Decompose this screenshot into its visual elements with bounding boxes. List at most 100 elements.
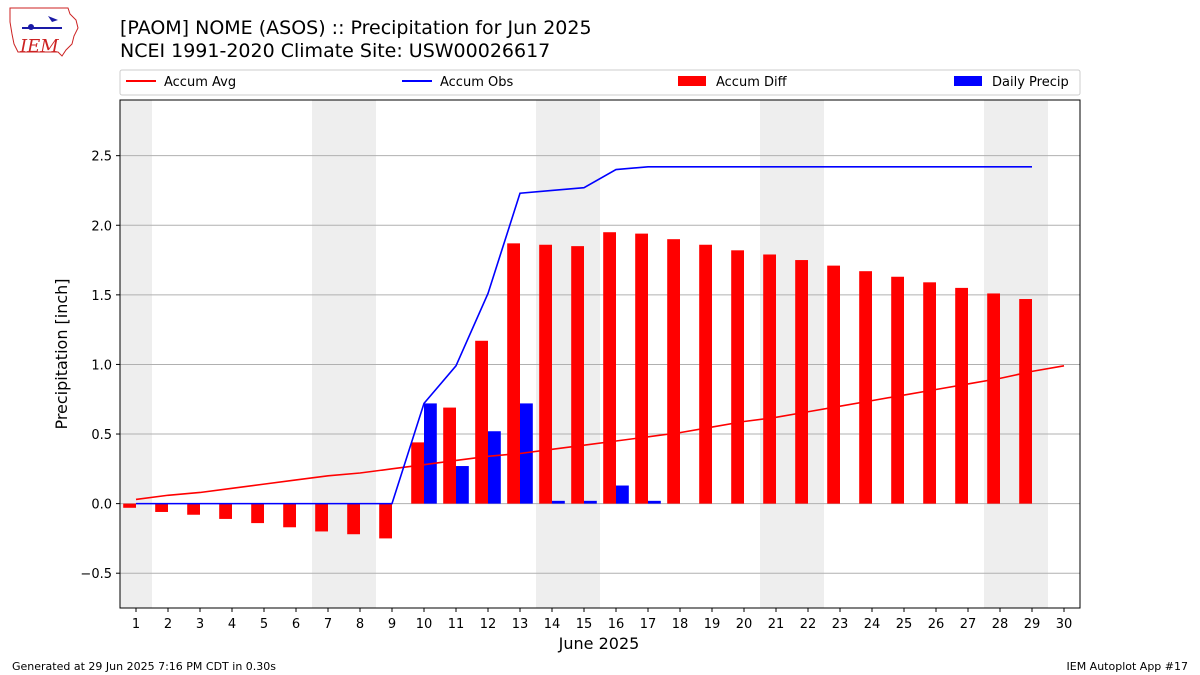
accum-diff-bar-day-4 (219, 503, 232, 519)
accum-diff-bar-day-22 (795, 260, 808, 504)
accum-avg-line (135, 365, 1065, 501)
x-tick-label-7: 7 (324, 617, 332, 632)
daily-precip-bar-day-15 (584, 500, 597, 504)
x-tick-label-25: 25 (896, 617, 913, 632)
daily-precip-bar-day-17 (648, 500, 661, 504)
x-axis-label: June 2025 (558, 634, 640, 653)
legend-label-accum-diff: Accum Diff (716, 75, 788, 90)
accum-diff-bar-day-11 (443, 407, 456, 504)
daily-precip-bar-day-16 (616, 485, 629, 504)
x-tick-label-10: 10 (416, 617, 433, 632)
weekend-band-1 (120, 100, 152, 608)
x-tick-label-14: 14 (544, 617, 561, 632)
y-tick-label-1: 0.0 (91, 498, 112, 513)
accum-diff-bar-day-17 (635, 233, 648, 504)
iowa-outline-shape (9, 7, 79, 57)
plot-area: −0.50.00.51.01.52.02.51 2 3 4 5 6 7 8 9 10 11 12 13 1… (80, 99, 1081, 632)
accum-diff-bar-day-13 (507, 243, 520, 504)
accum-diff-bar-day-6 (283, 503, 296, 528)
x-tick-label-20: 20 (736, 617, 753, 632)
logo-dot-shape (28, 24, 34, 30)
x-tick-label-12: 12 (480, 617, 497, 632)
accum-diff-bar-day-12 (475, 340, 488, 504)
legend-frame (119, 69, 1081, 96)
accum-diff-bar-day-27 (955, 287, 968, 504)
accum-diff-bar-day-25 (891, 276, 904, 504)
chart-title: [PAOM] NOME (ASOS) :: Precipitation for … (120, 17, 592, 39)
daily-precip-bar-day-12 (488, 431, 501, 504)
x-tick-label-27: 27 (960, 617, 977, 632)
x-tick-label-29: 29 (1024, 617, 1041, 632)
daily-precip-bar-day-11 (456, 466, 469, 504)
x-tick-label-17: 17 (640, 617, 657, 632)
x-tick-label-1: 1 (132, 617, 140, 632)
accum-diff-bar-day-18 (667, 239, 680, 504)
accum-diff-bar-day-26 (923, 282, 936, 504)
x-tick-label-19: 19 (704, 617, 721, 632)
accum-diff-bar-day-28 (987, 293, 1000, 504)
y-tick-label-0: −0.5 (80, 567, 112, 582)
accum-diff-bar-day-23 (827, 265, 840, 504)
accum-diff-bar-day-24 (859, 271, 872, 504)
accum-diff-bar-day-3 (187, 503, 200, 515)
legend-label-accum-obs: Accum Obs (440, 75, 513, 90)
y-tick-label-2: 0.5 (91, 428, 112, 443)
x-tick-label-23: 23 (832, 617, 849, 632)
accum-obs-line (136, 166, 1032, 505)
accum-diff-bar-day-15 (571, 246, 584, 504)
footer-app: IEM Autoplot App #17 (1066, 660, 1189, 673)
accum-diff-bar-day-8 (347, 503, 360, 535)
x-tick-label-22: 22 (800, 617, 817, 632)
x-tick-label-4: 4 (228, 617, 236, 632)
legend: Accum Avg Accum Obs Accum Diff Daily Pre… (119, 69, 1081, 96)
chart-subtitle: NCEI 1991-2020 Climate Site: USW00026617 (120, 40, 551, 62)
y-tick-label-3: 1.0 (91, 358, 112, 373)
accum-diff-bar-day-2 (155, 503, 168, 512)
daily-precip-bar-day-10 (424, 403, 437, 504)
y-axis-label: Precipitation [inch] (52, 278, 71, 429)
accum-diff-bar-day-21 (763, 254, 776, 504)
accum-diff-bar-day-19 (699, 244, 712, 504)
x-tick-label-5: 5 (260, 617, 268, 632)
footer-generated: Generated at 29 Jun 2025 7:16 PM CDT in … (12, 660, 277, 673)
accum-diff-bar-day-1 (123, 503, 136, 508)
x-tick-label-2: 2 (164, 617, 172, 632)
plot-frame (119, 99, 1081, 609)
legend-label-accum-avg: Accum Avg (164, 75, 236, 90)
legend-label-daily-precip: Daily Precip (992, 75, 1069, 90)
x-tick-label-30: 30 (1056, 617, 1073, 632)
weekend-band-2 (312, 100, 376, 608)
accum-diff-bar-day-16 (603, 232, 616, 504)
x-tick-label-21: 21 (768, 617, 785, 632)
daily-precip-bar-day-14 (552, 500, 565, 504)
iem-logo: IEM (9, 7, 79, 57)
x-tick-label-18: 18 (672, 617, 689, 632)
x-tick-label-13: 13 (512, 617, 529, 632)
x-tick-label-24: 24 (864, 617, 881, 632)
x-tick-label-11: 11 (448, 617, 465, 632)
x-tick-label-16: 16 (608, 617, 625, 632)
y-tick-label-5: 2.0 (91, 219, 112, 234)
x-tick-label-3: 3 (196, 617, 204, 632)
accum-diff-bar-day-9 (379, 503, 392, 539)
accum-diff-bar-day-14 (539, 244, 552, 504)
accum-diff-bar-day-20 (731, 250, 744, 504)
x-tick-label-15: 15 (576, 617, 593, 632)
accum-diff-bar-day-5 (251, 503, 264, 524)
logo-flag-shape (48, 16, 58, 22)
legend-swatch-daily-precip (954, 76, 982, 86)
accum-diff-bar-day-10 (411, 442, 424, 504)
x-tick-label-26: 26 (928, 617, 945, 632)
legend-swatch-accum-diff (678, 76, 706, 86)
logo-text: IEM (19, 36, 59, 57)
x-tick-label-28: 28 (992, 617, 1009, 632)
x-tick-label-6: 6 (292, 617, 300, 632)
accum-diff-bar-day-29 (1019, 299, 1032, 504)
accum-diff-bar-day-7 (315, 503, 328, 532)
x-tick-label-8: 8 (356, 617, 364, 632)
x-tick-label-9: 9 (388, 617, 396, 632)
y-tick-label-6: 2.5 (91, 150, 112, 165)
y-tick-label-4: 1.5 (91, 289, 112, 304)
daily-precip-bar-day-13 (520, 403, 533, 504)
